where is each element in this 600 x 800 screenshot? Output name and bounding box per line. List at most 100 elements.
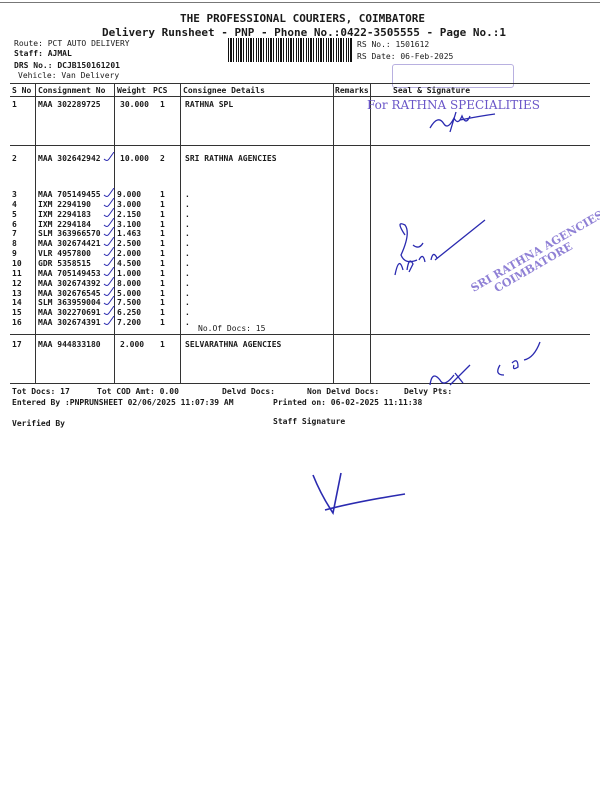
pcs-cell: 1 — [160, 239, 165, 249]
consignee-cell: . — [185, 288, 190, 298]
weight-cell: 2.150 — [117, 209, 142, 219]
check-mark-icon — [103, 286, 115, 296]
table-row: 5 IXM 2294183 2.150 1. — [0, 207, 600, 219]
consignment-cell: IXM 2294190 — [38, 199, 91, 209]
check-mark-icon — [103, 247, 115, 257]
tot-docs: Tot Docs: 17 — [12, 387, 70, 396]
sno-cell: 15 — [12, 308, 22, 318]
table-row: 10 GDR 5358515 4.500 1. — [0, 256, 600, 268]
consignment-cell: MAA 302674421 — [38, 239, 101, 249]
signature-row2 — [394, 219, 486, 276]
check-mark-icon — [103, 256, 115, 266]
sno-cell: 6 — [12, 219, 17, 229]
col-weight: Weight — [117, 86, 146, 95]
consignment-cell: MAA 302270691 — [38, 308, 101, 318]
consignment-cell: MAA 944833180 — [38, 340, 101, 349]
check-mark-icon — [103, 237, 115, 247]
delvd-docs: Delvd Docs: — [222, 387, 275, 396]
weight-cell: 7.500 — [117, 298, 142, 308]
check-mark-icon — [103, 316, 115, 326]
consignment-cell: SLM 363966570 — [38, 229, 101, 239]
pcs-cell: 1 — [160, 278, 165, 288]
sno-cell: 7 — [12, 229, 17, 239]
sno-cell: 4 — [12, 199, 17, 209]
printed-on: Printed on: 06-02-2025 11:11:38 — [273, 398, 423, 407]
top-scan-edge — [0, 2, 600, 3]
table-row: 4 IXM 2294190 3.000 1. — [0, 197, 600, 209]
sno-cell: 13 — [12, 288, 22, 298]
table-row: 8 MAA 302674421 2.500 1. — [0, 237, 600, 249]
col-divider — [180, 83, 181, 383]
pcs-cell: 1 — [160, 249, 165, 259]
sno-cell: 17 — [12, 340, 22, 349]
check-mark-icon — [103, 207, 115, 217]
table-row: 14 SLM 363959004 7.500 1. — [0, 296, 600, 308]
consignee-cell: . — [185, 199, 190, 209]
group-bottom-border — [10, 334, 590, 335]
table-row: 9 VLR 4957800 2.000 1. — [0, 247, 600, 259]
col-divider — [333, 83, 334, 383]
consignee-cell: . — [185, 278, 190, 288]
pcs-cell: 1 — [160, 298, 165, 308]
check-mark-icon — [103, 276, 115, 286]
consignee-cell: . — [185, 308, 190, 318]
consignee-cell: . — [185, 239, 190, 249]
sno-cell: 12 — [12, 278, 22, 288]
table-row: 3 MAA 705149455 9.000 1. — [0, 188, 600, 199]
check-mark-icon — [103, 217, 115, 227]
pcs-cell: 1 — [160, 318, 165, 328]
weight-cell: 30.000 — [120, 100, 149, 109]
col-pcs: PCS — [153, 86, 168, 95]
rs-no: RS No.: 1501612 — [357, 40, 430, 49]
group-doc-count: No.Of Docs: 15 — [198, 324, 266, 333]
pcs-cell: 1 — [160, 190, 165, 199]
weight-cell: 3.000 — [117, 199, 142, 209]
header-bottom-border — [10, 96, 590, 97]
consignee-cell: . — [185, 209, 190, 219]
col-divider — [370, 83, 371, 383]
drs-no: DRS No.: DCJB150161201 — [14, 61, 120, 70]
pcs-cell: 1 — [160, 100, 165, 109]
staff-signature-label: Staff Signature — [273, 417, 346, 426]
check-mark-icon — [103, 296, 115, 306]
table-row: 1 MAA 302289725 30.000 1 RATHNA SPL — [0, 100, 600, 109]
sno-cell: 5 — [12, 209, 17, 219]
pcs-cell: 1 — [160, 340, 165, 349]
check-mark-icon — [103, 188, 115, 197]
route: Route: PCT AUTO DELIVERY — [14, 39, 130, 48]
weight-cell: 1.463 — [117, 229, 142, 239]
consignee-cell: . — [185, 249, 190, 259]
weight-cell: 7.200 — [117, 318, 142, 328]
table-row: 7 SLM 363966570 1.463 1. — [0, 227, 600, 239]
col-consignment: Consignment No — [38, 86, 106, 95]
col-consignee: Consignee Details — [183, 86, 265, 95]
pcs-cell: 1 — [160, 229, 165, 239]
consignee-cell: RATHNA SPL — [185, 100, 234, 109]
check-mark-icon — [103, 306, 115, 316]
staff-signature — [312, 472, 406, 516]
weight-cell: 2.000 — [117, 249, 142, 259]
sno-cell: 1 — [12, 100, 17, 109]
runsheet-subtitle: Delivery Runsheet - PNP - Phone No.:0422… — [102, 26, 506, 39]
weight-cell: 3.100 — [117, 219, 142, 229]
received-stamp — [392, 64, 514, 88]
weight-cell: 2.500 — [117, 239, 142, 249]
entered-by: Entered By :PNPRUNSHEET 02/06/2025 11:07… — [12, 398, 234, 407]
vehicle: Vehicle: Van Delivery — [18, 71, 120, 80]
weight-cell: 4.500 — [117, 258, 142, 268]
col-remarks: Remarks — [335, 86, 369, 95]
weight-cell: 9.000 — [117, 190, 142, 199]
table-row: 16 MAA 302674391 7.200 1. — [0, 316, 600, 328]
consignment-cell: MAA 302674391 — [38, 318, 101, 328]
table-top-border — [10, 83, 590, 84]
signature-row17 — [429, 341, 541, 386]
consignee-cell: . — [185, 318, 190, 328]
consignment-cell: MAA 705149453 — [38, 268, 101, 278]
weight-cell: 6.250 — [117, 308, 142, 318]
consignee-cell: . — [185, 298, 190, 308]
sno-cell: 11 — [12, 268, 22, 278]
consignment-cell: MAA 302289725 — [38, 100, 101, 109]
stamp-rathna-specialities: For RATHNA SPECIALITIES — [367, 98, 541, 112]
rs-date: RS Date: 06-Feb-2025 — [357, 52, 454, 61]
table-header: S No Consignment No Weight PCS Consignee… — [0, 86, 600, 95]
